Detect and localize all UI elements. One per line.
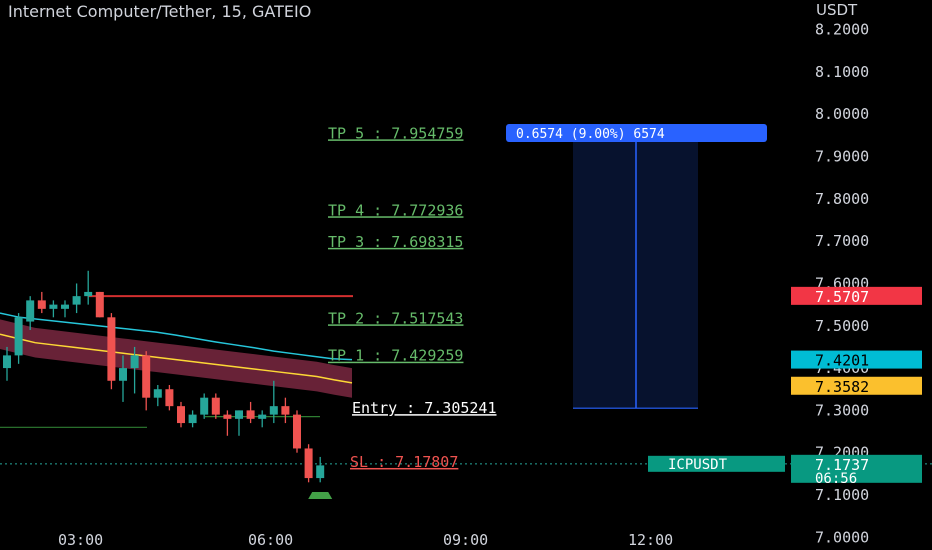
candle-body xyxy=(188,414,197,424)
candle-body xyxy=(246,410,255,419)
candle-body xyxy=(107,317,116,381)
last-price-value: 7.1737 xyxy=(815,456,869,474)
ema-fast-price-tag-value: 7.3582 xyxy=(815,378,869,396)
candle-body xyxy=(293,414,301,449)
last-price-box xyxy=(791,454,922,483)
tp5-label: TP 5 : 7.954759 xyxy=(328,124,463,142)
tp3-label: TP 3 : 7.698315 xyxy=(328,233,463,251)
measure-label: 0.6574 (9.00%) 6574 xyxy=(516,127,665,142)
candle-body xyxy=(3,355,11,369)
time-tick: 12:00 xyxy=(628,531,673,549)
ema-slow-price-tag-box xyxy=(791,350,922,369)
candle-body xyxy=(177,406,185,424)
price-tick: 7.0000 xyxy=(815,528,869,546)
price-tick: 7.9000 xyxy=(815,148,869,166)
candle-body xyxy=(200,397,209,415)
currency-label: USDT xyxy=(816,1,858,19)
candle-body xyxy=(269,406,278,415)
candles xyxy=(3,270,333,499)
time-tick: 06:00 xyxy=(248,531,293,549)
candle-body xyxy=(258,414,267,419)
ema-fast-price-tag-box xyxy=(791,376,922,395)
candle-body xyxy=(72,296,81,305)
candle-body xyxy=(223,414,232,419)
price-tick: 7.3000 xyxy=(815,401,869,419)
time-tick: 03:00 xyxy=(58,531,103,549)
price-tick: 8.0000 xyxy=(815,105,869,123)
candle-body xyxy=(235,410,243,419)
symbol-tag: ICPUSDT xyxy=(668,457,728,473)
measure-tool: 0.6574 (9.00%) 6574 xyxy=(506,124,767,409)
ema-slow-line xyxy=(0,312,353,361)
level-labels: TP 5 : 7.954759 TP 4 : 7.772936 TP 3 : 7.6… xyxy=(328,124,497,471)
price-tick: 8.2000 xyxy=(815,21,869,39)
ema-ribbon xyxy=(0,319,352,398)
symbol-tag-box xyxy=(648,455,785,472)
chart-title: Internet Computer/Tether, 15, GATEIO xyxy=(8,2,312,21)
resistance-price-tag-value: 7.5707 xyxy=(815,288,869,306)
tp4-label: TP 4 : 7.772936 xyxy=(328,201,463,219)
price-tick: 7.7000 xyxy=(815,232,869,250)
indicators xyxy=(0,312,353,398)
candle-body xyxy=(37,300,46,309)
resistance-price-tag-box xyxy=(791,286,922,305)
candle-body xyxy=(119,368,127,381)
candle-body xyxy=(153,389,162,398)
candle-body xyxy=(165,389,174,407)
sl-label: SL : 7.17807 xyxy=(350,453,458,471)
price-tick: 7.8000 xyxy=(815,190,869,208)
candle-body xyxy=(304,448,313,479)
candle-body xyxy=(14,317,23,356)
tp1-label: TP 1 : 7.429259 xyxy=(328,347,463,365)
entry-label: Entry : 7.305241 xyxy=(352,399,497,417)
candle-body xyxy=(142,355,151,398)
candle-body xyxy=(26,300,35,322)
tp2-label: TP 2 : 7.517543 xyxy=(328,309,463,327)
candle-body xyxy=(49,304,58,309)
signal-marker xyxy=(308,492,333,499)
time-axis: 03:00 06:00 09:00 12:00 xyxy=(58,531,673,549)
price-tick: 7.5000 xyxy=(815,317,869,335)
measure-label-box xyxy=(506,124,767,142)
ema-fast-line xyxy=(0,333,353,384)
candle-body xyxy=(130,355,139,369)
candle-body xyxy=(281,406,290,415)
candle-body xyxy=(61,304,69,309)
time-tick: 09:00 xyxy=(443,531,488,549)
price-tick: 8.1000 xyxy=(815,63,869,81)
price-tick: 7.1000 xyxy=(815,486,869,504)
candle-body xyxy=(95,291,104,318)
candle-body xyxy=(316,465,325,479)
candle-body xyxy=(211,397,220,415)
candle-body xyxy=(84,291,93,297)
ema-slow-price-tag-value: 7.4201 xyxy=(815,352,869,370)
countdown: 06:56 xyxy=(815,471,857,487)
